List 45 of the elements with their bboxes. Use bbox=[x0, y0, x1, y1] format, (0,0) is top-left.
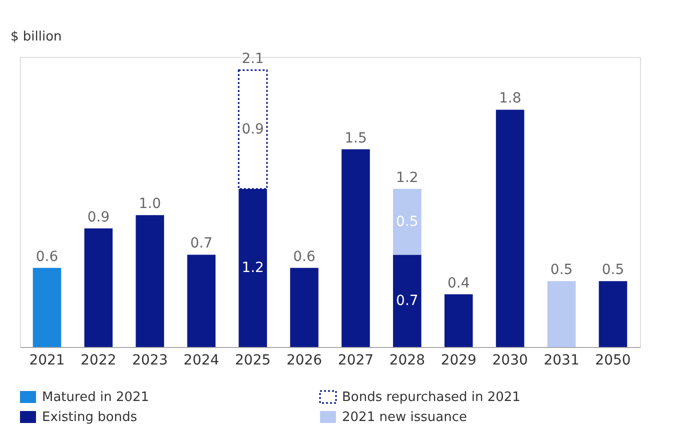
total-label: 0.4 bbox=[448, 275, 470, 292]
bar bbox=[187, 254, 216, 347]
x-tick-label: 2021 bbox=[29, 352, 65, 368]
data-label: 0.5 bbox=[396, 214, 418, 230]
bar bbox=[393, 254, 422, 347]
data-label: 0.9 bbox=[242, 122, 264, 138]
x-tick-label: 2025 bbox=[235, 352, 271, 368]
legend-label: Existing bonds bbox=[42, 410, 138, 425]
bar bbox=[290, 268, 318, 347]
total-label: 0.6 bbox=[293, 248, 316, 265]
total-label: 0.7 bbox=[190, 236, 212, 252]
total-label: 0.6 bbox=[36, 248, 58, 265]
bar bbox=[84, 228, 113, 347]
bar bbox=[444, 294, 473, 347]
bar bbox=[547, 281, 576, 347]
x-tick-label: 2024 bbox=[184, 352, 220, 368]
bar bbox=[136, 215, 164, 347]
bar bbox=[496, 110, 524, 347]
total-label: 0.5 bbox=[602, 262, 624, 278]
data-label: 1.2 bbox=[242, 260, 264, 276]
bar bbox=[342, 149, 370, 347]
legend-label: Matured in 2021 bbox=[42, 390, 150, 405]
x-tick-label: 2031 bbox=[544, 352, 580, 368]
legend-label: 2021 new issuance bbox=[342, 410, 467, 425]
x-tick-label: 2023 bbox=[132, 352, 168, 368]
total-label: 2.1 bbox=[242, 51, 264, 68]
total-label: 0.5 bbox=[550, 262, 573, 278]
total-label: 1.5 bbox=[344, 130, 367, 146]
x-tick-label: 2022 bbox=[80, 352, 116, 368]
x-tick-label: 2029 bbox=[440, 352, 476, 368]
x-tick-label: 2027 bbox=[338, 352, 374, 368]
bar bbox=[598, 281, 628, 347]
legend-label: Bonds repurchased in 2021 bbox=[342, 390, 520, 405]
x-tick-label: 2028 bbox=[389, 352, 425, 368]
y-axis-title: $ billion bbox=[10, 30, 62, 44]
x-tick-label: 2026 bbox=[286, 352, 322, 368]
data-label: 0.7 bbox=[396, 292, 418, 309]
bar bbox=[32, 268, 62, 347]
x-tick-label: 2030 bbox=[492, 352, 528, 368]
total-label: 0.9 bbox=[87, 209, 110, 226]
bar bbox=[393, 188, 422, 255]
x-tick-label: 2050 bbox=[595, 352, 631, 368]
total-label: 1.8 bbox=[498, 90, 522, 107]
total-label: 1.0 bbox=[138, 196, 162, 212]
total-label: 1.2 bbox=[396, 170, 418, 186]
